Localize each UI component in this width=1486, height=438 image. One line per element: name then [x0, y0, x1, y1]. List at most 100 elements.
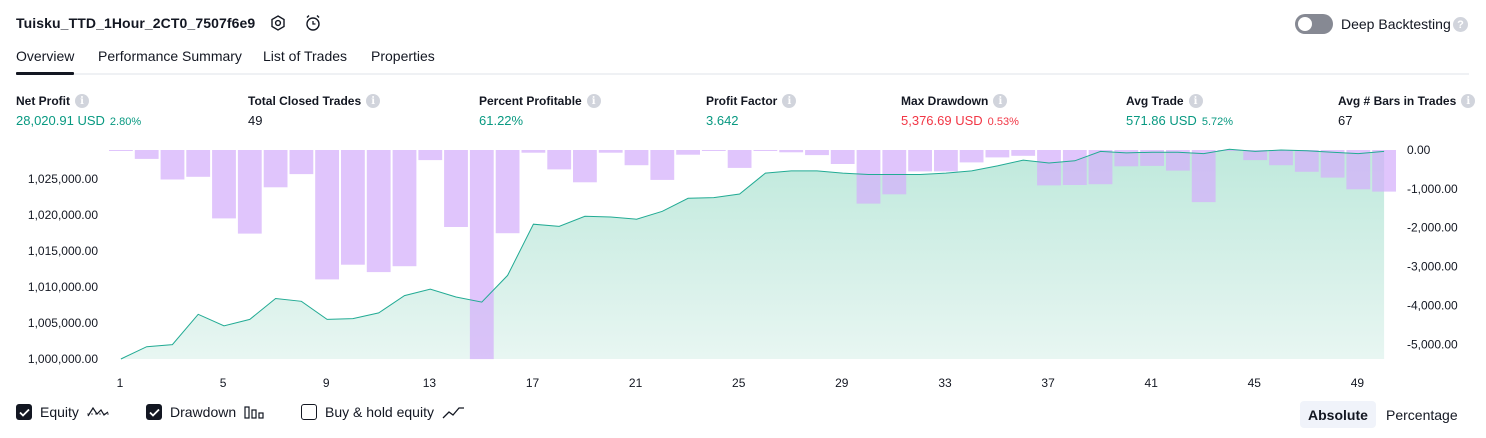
- drawdown-bar[interactable]: [1088, 150, 1113, 185]
- buy-hold-checkbox[interactable]: [301, 404, 317, 420]
- equity-checkbox[interactable]: [16, 404, 32, 420]
- toggle-knob: [1298, 17, 1312, 31]
- drawdown-bar[interactable]: [598, 150, 623, 153]
- drawdown-bar[interactable]: [1011, 150, 1036, 156]
- net-profit-percent: 2.80%: [109, 116, 142, 128]
- drawdown-bar[interactable]: [1114, 150, 1139, 167]
- drawdown-bar[interactable]: [1320, 150, 1345, 178]
- drawdown-bar[interactable]: [985, 150, 1010, 158]
- drawdown-bar[interactable]: [882, 150, 907, 195]
- equity-area: [120, 149, 1385, 359]
- equity-legend-toggle[interactable]: Equity: [16, 404, 109, 420]
- x-tick-label: 29: [835, 376, 849, 390]
- drawdown-bar[interactable]: [1294, 150, 1319, 172]
- settings-icon[interactable]: [268, 13, 288, 33]
- drawdown-bar[interactable]: [650, 150, 675, 180]
- drawdown-bar[interactable]: [315, 150, 339, 280]
- drawdown-bar[interactable]: [1372, 150, 1396, 192]
- equity-legend-label: Equity: [40, 404, 79, 420]
- x-tick-label: 25: [732, 376, 746, 390]
- tab-properties[interactable]: Properties: [371, 48, 435, 64]
- drawdown-bar[interactable]: [547, 150, 572, 170]
- drawdown-bar[interactable]: [392, 150, 417, 267]
- percent-profitable-label: Percent Profitable i: [479, 94, 601, 108]
- equity-drawdown-chart[interactable]: 1,025,000.00 1,020,000.00 1,015,000.00 1,01…: [0, 140, 1486, 395]
- tab-overview[interactable]: Overview: [16, 48, 75, 64]
- drawdown-bar[interactable]: [727, 150, 752, 168]
- info-icon[interactable]: i: [75, 94, 89, 108]
- drawdown-bar[interactable]: [1037, 150, 1061, 186]
- drawdown-bar[interactable]: [1166, 150, 1190, 171]
- drawdown-bar[interactable]: [1269, 150, 1293, 166]
- drawdown-bar[interactable]: [1217, 150, 1242, 151]
- drawdown-bar[interactable]: [1140, 150, 1164, 166]
- alarm-clock-icon[interactable]: [303, 13, 323, 33]
- drawdown-bar[interactable]: [753, 150, 778, 151]
- drawdown-bar[interactable]: [1062, 150, 1087, 185]
- drawdown-bar[interactable]: [701, 150, 726, 151]
- avg-trade-value: 571.86 USD 5.72%: [1126, 113, 1234, 128]
- drawdown-bar[interactable]: [366, 150, 391, 273]
- drawdown-bar[interactable]: [237, 150, 262, 234]
- y-tick-label-left: 1,025,000.00: [28, 172, 98, 186]
- drawdown-bar[interactable]: [134, 150, 159, 159]
- drawdown-bar[interactable]: [160, 150, 185, 180]
- drawdown-bar[interactable]: [908, 150, 932, 172]
- drawdown-bar[interactable]: [856, 150, 881, 204]
- drawdown-bars-icon: [244, 406, 264, 419]
- equity-line-icon: [86, 406, 109, 417]
- drawdown-legend-toggle[interactable]: Drawdown: [146, 404, 264, 420]
- max-drawdown-label: Max Drawdown i: [901, 94, 1008, 108]
- max-drawdown-value: 5,376.69 USD 0.53%: [901, 113, 1019, 128]
- y-tick-label-right: -3,000.00: [1407, 260, 1458, 274]
- x-tick-label: 21: [629, 376, 643, 390]
- x-tick-label: 5: [220, 376, 227, 390]
- x-tick-label: 9: [323, 376, 330, 390]
- tab-performance-summary[interactable]: Performance Summary: [98, 48, 242, 64]
- buy-hold-legend-toggle[interactable]: Buy & hold equity: [301, 404, 466, 420]
- net-profit-value: 28,020.91 USD 2.80%: [16, 113, 142, 128]
- drawdown-bar[interactable]: [1243, 150, 1268, 161]
- drawdown-bar[interactable]: [779, 150, 804, 153]
- info-icon[interactable]: i: [782, 94, 797, 108]
- drawdown-bar[interactable]: [805, 150, 829, 156]
- x-tick-label: 33: [938, 376, 952, 390]
- drawdown-bar[interactable]: [959, 150, 984, 163]
- info-icon[interactable]: i: [1461, 94, 1476, 108]
- y-tick-label-left: 1,020,000.00: [28, 208, 98, 222]
- drawdown-bar[interactable]: [444, 150, 468, 227]
- drawdown-bar[interactable]: [263, 150, 288, 188]
- drawdown-bar[interactable]: [469, 150, 494, 360]
- x-tick-label: 37: [1041, 376, 1055, 390]
- drawdown-bar[interactable]: [624, 150, 649, 166]
- help-icon[interactable]: ?: [1453, 17, 1468, 32]
- info-icon[interactable]: i: [586, 94, 601, 108]
- drawdown-bar[interactable]: [186, 150, 211, 177]
- drawdown-bar[interactable]: [1191, 150, 1216, 203]
- x-tick-label: 45: [1248, 376, 1262, 390]
- tab-list-of-trades[interactable]: List of Trades: [263, 48, 348, 64]
- active-tab-indicator: [16, 72, 74, 75]
- deep-backtesting-toggle[interactable]: [1295, 14, 1333, 34]
- drawdown-bar[interactable]: [573, 150, 597, 183]
- drawdown-bar[interactable]: [830, 150, 855, 164]
- drawdown-bar[interactable]: [521, 150, 546, 153]
- drawdown-bar[interactable]: [341, 150, 365, 265]
- y-tick-label-right: -5,000.00: [1407, 337, 1458, 351]
- absolute-mode-button[interactable]: Absolute: [1300, 401, 1376, 428]
- info-icon[interactable]: i: [366, 94, 381, 108]
- drawdown-bar[interactable]: [495, 150, 520, 234]
- drawdown-bar[interactable]: [934, 150, 958, 172]
- drawdown-bar[interactable]: [289, 150, 314, 175]
- drawdown-bar[interactable]: [676, 150, 700, 155]
- drawdown-checkbox[interactable]: [146, 404, 162, 420]
- drawdown-bar[interactable]: [418, 150, 443, 161]
- drawdown-bar[interactable]: [212, 150, 236, 219]
- percentage-mode-button[interactable]: Percentage: [1386, 406, 1458, 423]
- drawdown-bar[interactable]: [109, 150, 133, 151]
- buy-hold-line-icon: [442, 407, 464, 419]
- drawdown-bar[interactable]: [1346, 150, 1371, 190]
- info-icon[interactable]: i: [993, 94, 1008, 108]
- strategy-name: Tuisku_TTD_1Hour_2CT0_7507f6e9: [16, 15, 256, 31]
- info-icon[interactable]: i: [1188, 94, 1203, 108]
